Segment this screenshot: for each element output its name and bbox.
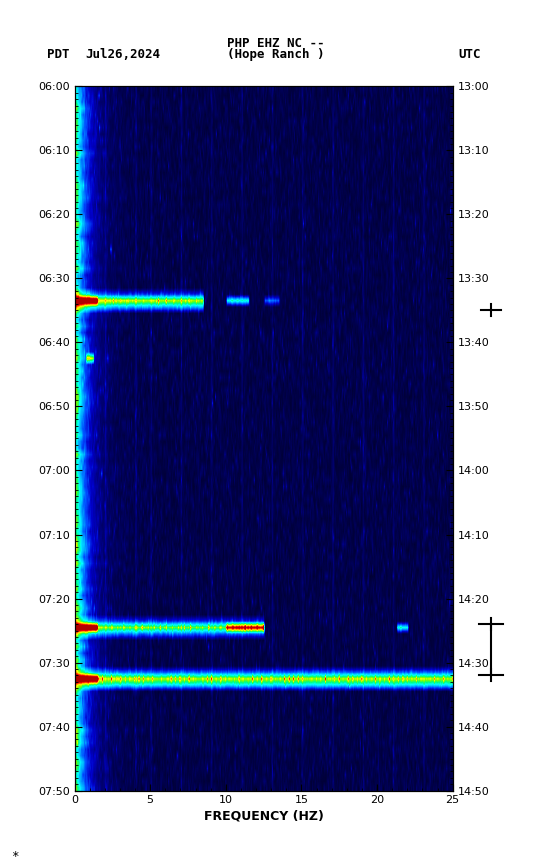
X-axis label: FREQUENCY (HZ): FREQUENCY (HZ) [204, 810, 323, 823]
Text: UTC: UTC [458, 48, 481, 60]
Text: *: * [11, 849, 19, 862]
Text: Jul26,2024: Jul26,2024 [86, 48, 161, 60]
Text: PDT: PDT [46, 48, 69, 60]
Text: PHP EHZ NC --: PHP EHZ NC -- [227, 37, 325, 50]
Text: (Hope Ranch ): (Hope Ranch ) [227, 48, 325, 60]
